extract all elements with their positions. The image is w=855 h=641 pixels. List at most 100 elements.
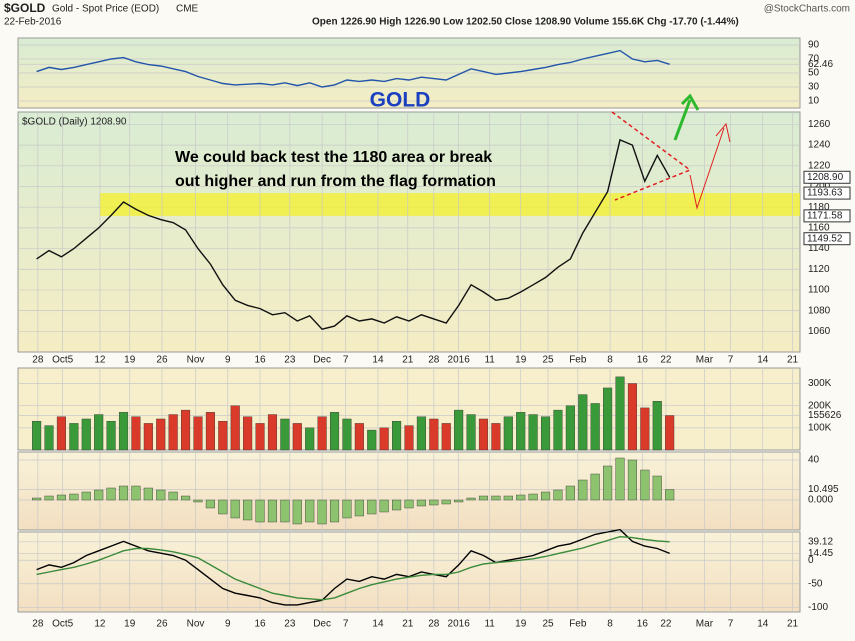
bar	[466, 414, 476, 451]
bar	[106, 420, 116, 451]
bar	[516, 412, 526, 451]
bar	[131, 416, 141, 451]
x-tick-label: 25	[542, 355, 554, 366]
x-tick-label: 9	[225, 355, 231, 366]
bar	[416, 416, 426, 451]
bar	[578, 394, 588, 451]
bar	[230, 499, 240, 519]
bar	[404, 499, 414, 509]
up-arrow	[673, 93, 700, 141]
bar	[640, 469, 650, 501]
y-tick-label: 14.45	[808, 548, 833, 559]
y-tick-label: 1140	[808, 243, 830, 254]
bar	[478, 495, 489, 501]
bar	[218, 420, 228, 451]
x-tick-label: Mar	[696, 355, 714, 366]
x-tick-label: Feb	[569, 355, 587, 366]
y-tick-label: 62.46	[808, 59, 833, 70]
bar	[156, 418, 166, 451]
bar	[44, 425, 54, 451]
x-tick-label: 19	[124, 355, 136, 366]
x-tick-label: Oct5	[52, 619, 74, 630]
bar	[181, 495, 191, 501]
bar	[56, 494, 66, 501]
bar	[603, 387, 613, 451]
y-tick-label: 1060	[808, 326, 831, 337]
bar	[627, 459, 637, 501]
symbol: $GOLD	[4, 1, 46, 15]
bar	[578, 479, 588, 501]
y-tick-label: 155626	[808, 410, 842, 421]
x-tick-label: 23	[284, 619, 296, 630]
bar	[168, 491, 178, 501]
bar	[305, 427, 315, 451]
bar	[243, 416, 253, 451]
overlay-title: GOLD	[370, 89, 431, 112]
bar	[540, 416, 551, 451]
bar	[665, 415, 675, 451]
bar	[615, 457, 625, 501]
bar	[516, 494, 526, 501]
x-tick-label: 26	[156, 355, 168, 366]
bar	[143, 423, 153, 451]
y-tick-label: 100K	[808, 422, 832, 433]
x-tick-label: 8	[607, 619, 613, 630]
y-tick-label: 30	[808, 82, 820, 93]
bar	[81, 418, 91, 451]
level-label: 1171.58	[807, 211, 843, 222]
x-tick-label: 16	[637, 619, 649, 630]
x-tick-label: 19	[515, 355, 527, 366]
level-label: 1193.63	[807, 188, 843, 199]
y-tick-label: 40	[808, 455, 820, 466]
scenario-arrow	[689, 122, 731, 210]
bar	[454, 499, 464, 503]
bar	[181, 409, 191, 451]
bar	[292, 423, 302, 451]
x-tick-label: Feb	[569, 619, 587, 630]
bar	[230, 405, 240, 451]
x-tick-label: 2016	[448, 619, 471, 630]
x-tick-label: 12	[94, 355, 106, 366]
x-tick-label: 8	[607, 355, 613, 366]
bar	[603, 465, 613, 501]
y-tick-label: 1080	[808, 305, 831, 316]
y-tick-label: 1160	[808, 223, 830, 234]
bar	[131, 485, 141, 501]
y-tick-label: 50	[808, 68, 820, 79]
x-tick-label: 9	[225, 619, 231, 630]
level-box	[803, 209, 851, 223]
y-tick-label: 300K	[808, 378, 832, 389]
y-tick-label: 39.12	[808, 536, 833, 547]
x-tick-label: Mar	[696, 619, 714, 630]
security-name: Gold - Spot Price (EOD)	[52, 4, 159, 15]
bar	[367, 499, 377, 515]
bar	[317, 499, 327, 525]
bar	[565, 405, 575, 451]
y-tick-label: 1100	[808, 285, 830, 296]
bar	[156, 489, 166, 501]
bar	[392, 499, 402, 511]
bar	[478, 418, 489, 451]
level-box	[803, 186, 851, 200]
x-tick-label: 21	[402, 619, 414, 630]
x-tick-label: 26	[156, 619, 168, 630]
bar	[56, 416, 66, 451]
bar	[565, 485, 575, 501]
bar	[652, 401, 662, 451]
bar	[367, 429, 377, 451]
x-tick-label: Dec	[313, 619, 331, 630]
bar	[416, 499, 426, 507]
bar	[329, 412, 340, 451]
note: We could back test the 1180 area or brea…	[175, 149, 492, 166]
bar	[106, 487, 116, 501]
bar	[528, 414, 538, 451]
x-tick-label: 11	[484, 355, 495, 366]
bar	[292, 499, 302, 525]
level-box	[803, 170, 851, 184]
x-tick-label: 16	[254, 619, 266, 630]
x-tick-label: 28	[428, 619, 440, 630]
bar	[94, 414, 104, 451]
bar	[118, 412, 129, 451]
x-tick-label: 23	[284, 355, 296, 366]
x-tick-label: Nov	[187, 355, 205, 366]
